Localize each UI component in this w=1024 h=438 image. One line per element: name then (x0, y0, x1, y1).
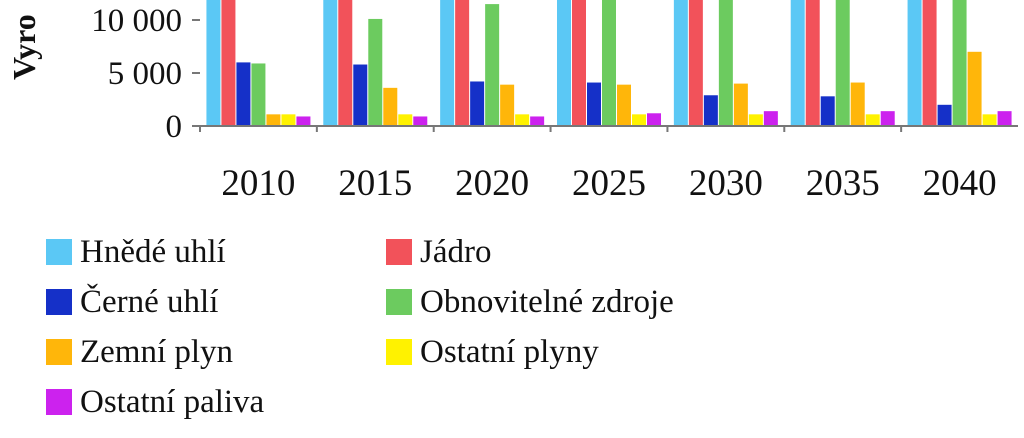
bar (440, 0, 455, 126)
legend-label: Zemní plyn (80, 334, 234, 370)
x-tick-label: 2040 (923, 163, 997, 204)
bar (323, 0, 338, 126)
bar (251, 63, 266, 126)
bar (850, 82, 865, 126)
bar (530, 116, 545, 126)
bar (557, 0, 571, 126)
legend-swatch (46, 289, 72, 315)
y-axis-label-group: Vyro (6, 14, 42, 80)
x-axis-tick-labels: 2010 2015 2020 2025 2030 2035 2040 (199, 126, 997, 204)
bar (982, 114, 997, 126)
x-tick-label: 2025 (572, 163, 646, 204)
y-tick-label: 0 (166, 109, 183, 145)
bar (515, 114, 530, 126)
legend-label: Černé uhlí (80, 284, 219, 320)
legend-item-hnede-uhli: Hnědé uhlí (46, 232, 226, 272)
y-axis-ticks: 0 5 000 10 000 (91, 3, 200, 145)
bar (572, 0, 586, 126)
bar (266, 114, 281, 126)
x-tick-label: 2015 (338, 163, 412, 204)
bar (688, 0, 703, 126)
legend-item-obnovitelne-zdroje: Obnovitelné zdroje (386, 282, 674, 322)
bar (296, 116, 311, 126)
bar (485, 4, 500, 127)
bar (353, 64, 368, 126)
legend-item-ostatni-plyny: Ostatní plyny (386, 332, 599, 372)
bar (368, 18, 383, 126)
bar (673, 0, 688, 126)
legend-label: Hnědé uhlí (80, 234, 226, 270)
legend-label: Ostatní plyny (420, 334, 599, 370)
x-tick-label: 2010 (221, 163, 295, 204)
bar (383, 87, 398, 126)
legend-swatch (386, 289, 412, 315)
bar (338, 0, 353, 126)
bar (865, 114, 880, 126)
legend-swatch (386, 339, 412, 365)
bar (413, 116, 428, 126)
bar (805, 0, 820, 126)
bar (632, 114, 646, 126)
y-tick-label: 10 000 (91, 3, 182, 39)
legend-swatch (46, 339, 72, 365)
y-tick-label: 5 000 (108, 56, 182, 92)
legend-swatch (386, 239, 412, 265)
bar (398, 114, 413, 126)
legend-swatch (46, 389, 72, 415)
legend-label: Jádro (420, 234, 492, 270)
bar (281, 114, 296, 126)
legend-item-jadro: Jádro (386, 232, 491, 272)
bar (967, 51, 982, 126)
bar (587, 82, 601, 126)
bar (718, 0, 733, 126)
legend-label: Ostatní paliva (80, 384, 265, 420)
bar (617, 84, 631, 126)
x-tick-label: 2020 (455, 163, 529, 204)
bar (748, 114, 763, 126)
bar (647, 113, 661, 126)
bar (206, 0, 221, 126)
bar (703, 95, 718, 126)
legend-item-zemni-plyn: Zemní plyn (46, 332, 233, 372)
bar-series-group (206, 0, 1012, 127)
bar (500, 84, 515, 126)
bar (470, 81, 485, 126)
bar (880, 111, 895, 126)
bar (820, 96, 835, 126)
bar (455, 0, 470, 126)
bar (907, 0, 922, 126)
bar (997, 111, 1012, 126)
legend-swatch (46, 239, 72, 265)
bar (602, 0, 616, 126)
bar (221, 0, 236, 126)
bar (952, 0, 967, 126)
bar (236, 62, 251, 126)
x-tick-label: 2035 (806, 163, 880, 204)
legend-item-cerne-uhli: Černé uhlí (46, 282, 218, 322)
bar (733, 83, 748, 126)
bar (922, 0, 937, 126)
legend-label: Obnovitelné zdroje (420, 284, 674, 320)
bar (937, 104, 952, 126)
x-tick-label: 2030 (689, 163, 763, 204)
y-axis-label: Vyro (6, 14, 42, 80)
bar (835, 0, 850, 126)
bar (763, 111, 778, 126)
legend-item-ostatni-paliva: Ostatní paliva (46, 382, 264, 422)
bar (790, 0, 805, 126)
